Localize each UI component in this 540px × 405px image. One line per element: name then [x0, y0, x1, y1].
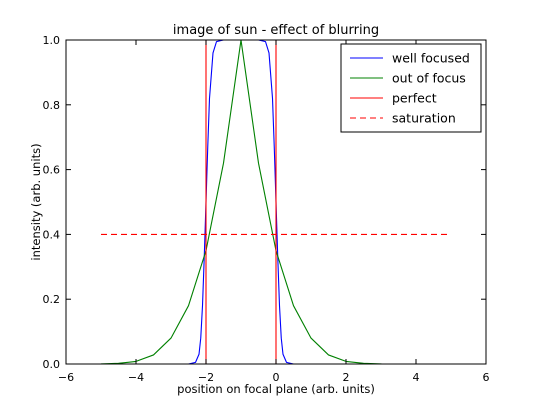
y-tick-label: 1.0 — [43, 34, 61, 47]
x-tick-label: −2 — [198, 371, 214, 384]
x-tick-label: −4 — [128, 371, 144, 384]
chart-title: image of sun - effect of blurring — [173, 23, 379, 38]
legend: well focused out of focus perfect saturatio… — [340, 43, 482, 133]
series-line-well-focused — [101, 40, 451, 364]
series-line-perfect — [205, 40, 277, 364]
y-tick-label: 0.6 — [43, 164, 61, 177]
legend-label: saturation — [392, 111, 456, 126]
x-tick-label: 0 — [273, 371, 280, 384]
y-tick-label: 0.8 — [43, 99, 61, 112]
legend-label: well focused — [392, 51, 470, 66]
x-tick-label: 6 — [483, 371, 490, 384]
x-axis-label: position on focal plane (arb. units) — [177, 382, 375, 396]
x-tick-label: 2 — [343, 371, 350, 384]
y-tick-label: 0.0 — [43, 358, 61, 371]
y-tick-label: 0.2 — [43, 293, 61, 306]
legend-label: out of focus — [392, 71, 466, 86]
legend-frame — [340, 43, 482, 133]
x-tick-label: 4 — [413, 371, 420, 384]
y-axis-label: intensity (arb. units) — [29, 143, 43, 260]
y-tick-label: 0.4 — [43, 228, 61, 241]
legend-label: perfect — [392, 91, 437, 106]
x-tick-label: −6 — [58, 371, 74, 384]
